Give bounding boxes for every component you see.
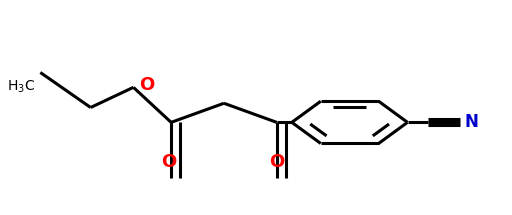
Text: O: O [161,153,176,171]
Text: H$_3$C: H$_3$C [7,79,35,95]
Text: N: N [464,113,478,131]
Text: O: O [139,76,155,94]
Text: O: O [269,153,284,171]
